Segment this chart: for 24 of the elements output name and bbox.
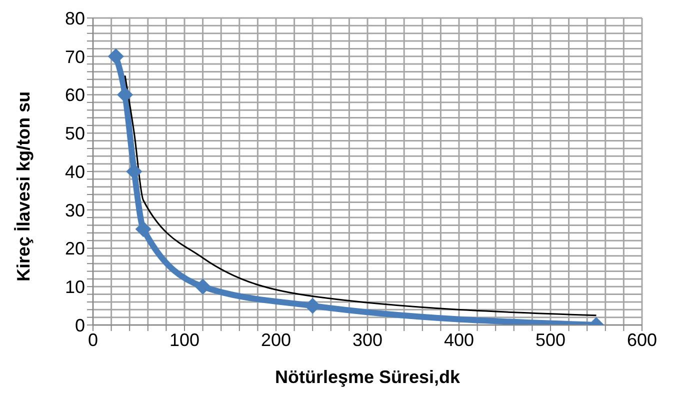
point	[135, 221, 152, 238]
y-tick-label: 20	[64, 238, 85, 259]
point	[126, 164, 142, 180]
y-axis-title: Kireç İlavesi kg/ton su	[13, 91, 34, 282]
y-tick-label: 70	[64, 46, 85, 67]
x-tick-label: 200	[260, 330, 292, 350]
line-series	[124, 74, 597, 316]
point	[194, 278, 211, 295]
y-tick-label: 50	[64, 124, 85, 144]
y-tick-label: 30	[64, 200, 85, 220]
x-tick-label: 300	[352, 330, 383, 350]
x-tick-label: 600	[626, 330, 658, 350]
x-tick-label: 500	[535, 330, 566, 350]
x-axis-title: Nötürleşme Süresi,dk	[274, 367, 462, 387]
y-tick-label: 10	[64, 277, 85, 298]
x-tick-label: 0	[88, 330, 98, 350]
y-tick-label: 80	[64, 8, 85, 28]
x-tick-label: 400	[444, 330, 474, 350]
point	[117, 86, 134, 103]
x-tick-label: 100	[169, 330, 200, 350]
y-tick-label: 0	[74, 315, 85, 336]
y-tick-label: 60	[64, 85, 85, 106]
point	[108, 48, 124, 64]
y-tick-label: 40	[64, 162, 85, 182]
